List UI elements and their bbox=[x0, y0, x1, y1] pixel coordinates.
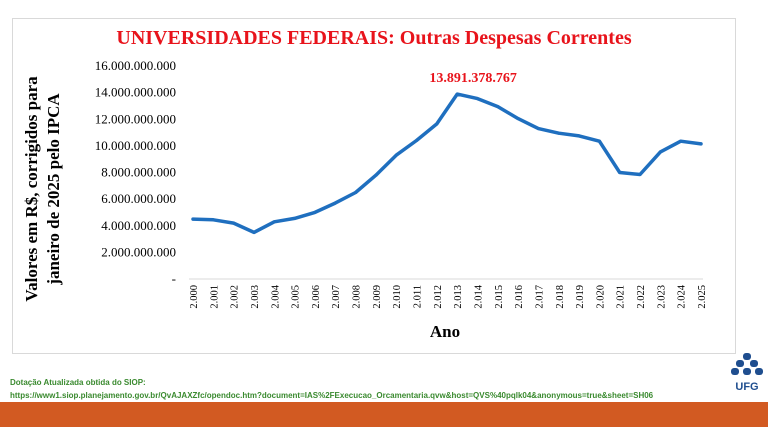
y-tick-label: 12.000.000.000 bbox=[95, 111, 176, 126]
y-tick-label: 2.000.000.000 bbox=[101, 244, 176, 259]
data-point bbox=[536, 127, 540, 131]
x-tick-label: 2.013 bbox=[453, 285, 464, 309]
data-point bbox=[394, 153, 398, 157]
data-point bbox=[354, 190, 358, 194]
footer-band bbox=[0, 402, 768, 427]
data-point bbox=[435, 122, 439, 126]
x-tick-label: 2.023 bbox=[656, 285, 667, 309]
x-tick-labels: 2.000 2.001 2.002 2.003 2.004 2.005 2.006 2.007… bbox=[189, 284, 708, 308]
data-point bbox=[191, 217, 195, 221]
y-tick-label: 16.000.000.000 bbox=[95, 58, 176, 73]
ufg-logo: UFG bbox=[730, 352, 764, 396]
x-axis-title: Ano bbox=[430, 322, 460, 341]
data-point bbox=[496, 105, 500, 109]
source-note: Dotação Atualizada obtida do SIOP: https… bbox=[10, 376, 720, 402]
data-point bbox=[252, 230, 256, 234]
ufg-logo-icon bbox=[731, 353, 763, 375]
x-tick-label: 2.015 bbox=[494, 285, 505, 309]
data-point bbox=[516, 117, 520, 121]
x-tick-label: 2.014 bbox=[473, 284, 484, 308]
data-point bbox=[333, 201, 337, 205]
data-point bbox=[699, 142, 703, 146]
data-point bbox=[679, 139, 683, 143]
x-tick-label: 2.003 bbox=[250, 285, 261, 309]
x-tick-label: 2.010 bbox=[392, 285, 403, 309]
x-tick-label: 2.022 bbox=[636, 285, 647, 309]
x-tick-label: 2.008 bbox=[352, 285, 363, 309]
x-tick-label: 2.021 bbox=[616, 285, 627, 309]
chart-container: UNIVERSIDADES FEDERAIS: Outras Despesas … bbox=[12, 18, 736, 354]
x-tick-label: 2.025 bbox=[697, 285, 708, 309]
source-url[interactable]: https://www1.siop.planejamento.gov.br/Qv… bbox=[10, 391, 654, 400]
data-point bbox=[455, 92, 459, 96]
data-point bbox=[638, 172, 642, 176]
x-tick-label: 2.016 bbox=[514, 285, 525, 309]
x-tick-label: 2.007 bbox=[331, 285, 342, 309]
series-line bbox=[191, 92, 703, 235]
data-point bbox=[211, 218, 215, 222]
y-tick-labels: 16.000.000.000 14.000.000.000 12.000.000.0… bbox=[95, 58, 176, 286]
y-tick-label: 10.000.000.000 bbox=[95, 138, 176, 153]
x-tick-label: 2.009 bbox=[372, 285, 383, 309]
data-point bbox=[232, 221, 236, 225]
y-tick-label: 6.000.000.000 bbox=[101, 191, 176, 206]
y-tick-label: 4.000.000.000 bbox=[101, 218, 176, 233]
data-point bbox=[374, 173, 378, 177]
y-axis-title-line-2: janeiro de 2025 pelo IPCA bbox=[44, 93, 63, 286]
x-tick-label: 2.005 bbox=[291, 285, 302, 309]
y-axis-title-line-1: Valores em R$, corrigidos para bbox=[22, 76, 41, 302]
data-point bbox=[313, 210, 317, 214]
peak-value-label: 13.891.378.767 bbox=[429, 71, 517, 86]
data-points bbox=[191, 92, 703, 234]
x-tick-label: 2.002 bbox=[230, 285, 241, 309]
data-point bbox=[293, 216, 297, 220]
x-tick-label: 2.004 bbox=[270, 284, 281, 308]
data-point bbox=[415, 139, 419, 143]
x-tick-label: 2.018 bbox=[555, 285, 566, 309]
logo-text: UFG bbox=[735, 381, 759, 393]
data-point bbox=[597, 139, 601, 143]
x-tick-label: 2.011 bbox=[413, 285, 424, 308]
chart-title: UNIVERSIDADES FEDERAIS: Outras Despesas … bbox=[116, 27, 631, 49]
x-tick-label: 2.001 bbox=[209, 285, 220, 309]
x-tick-label: 2.012 bbox=[433, 285, 444, 309]
data-point bbox=[577, 134, 581, 138]
data-point bbox=[475, 97, 479, 101]
y-axis-title: Valores em R$, corrigidos para janeiro d… bbox=[22, 76, 63, 302]
x-tick-label: 2.000 bbox=[189, 285, 200, 309]
y-tick-label: 14.000.000.000 bbox=[95, 85, 176, 100]
x-tick-label: 2.020 bbox=[595, 285, 606, 309]
data-point bbox=[658, 150, 662, 154]
y-tick-label: - bbox=[172, 271, 176, 286]
source-title: Dotação Atualizada obtida do SIOP: bbox=[10, 378, 146, 387]
x-tick-label: 2.019 bbox=[575, 285, 586, 309]
data-point bbox=[618, 171, 622, 174]
data-point bbox=[272, 220, 276, 224]
y-tick-label: 8.000.000.000 bbox=[101, 165, 176, 180]
x-tick-label: 2.024 bbox=[677, 284, 688, 308]
x-tick-label: 2.006 bbox=[311, 285, 322, 309]
x-tick-label: 2.017 bbox=[534, 285, 545, 309]
line-chart: UNIVERSIDADES FEDERAIS: Outras Despesas … bbox=[22, 27, 708, 341]
data-point bbox=[557, 131, 561, 135]
